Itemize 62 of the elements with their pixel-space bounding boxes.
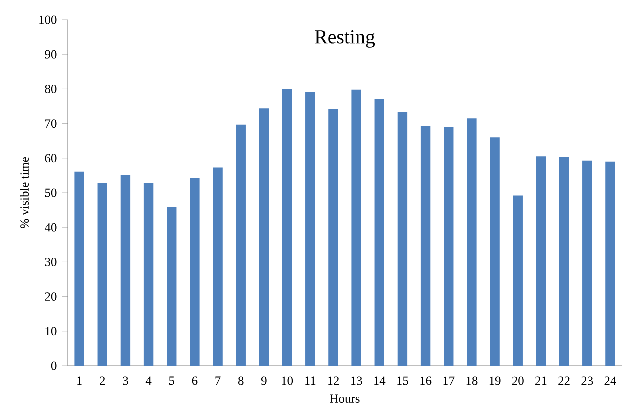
x-tick-label: 9 xyxy=(261,376,267,386)
bar xyxy=(213,168,223,366)
bar xyxy=(559,157,570,366)
bar xyxy=(582,160,592,366)
x-tick-label: 4 xyxy=(146,376,152,385)
x-tick-label: 7 xyxy=(216,376,221,385)
x-tick-label: 14 xyxy=(374,376,386,386)
y-tick-label: 80 xyxy=(45,84,57,94)
bar xyxy=(306,92,316,366)
bar xyxy=(144,183,154,366)
x-tick-label: 8 xyxy=(238,376,244,386)
x-tick-label: 23 xyxy=(582,376,594,386)
x-tick-label: 3 xyxy=(123,376,128,386)
bar xyxy=(513,196,523,366)
bar xyxy=(98,183,108,366)
y-tick-label: 0 xyxy=(51,362,57,370)
y-tick-label: 70 xyxy=(46,120,57,128)
x-tick-label: 2 xyxy=(100,376,106,386)
y-tick-label: 40 xyxy=(44,223,57,232)
x-tick-label: 5 xyxy=(169,376,175,386)
x-tick-label: 12 xyxy=(328,376,339,386)
bar xyxy=(444,127,454,366)
x-tick-label: 15 xyxy=(398,376,408,386)
x-tick-label: 16 xyxy=(420,376,432,386)
x-axis-title: Hours xyxy=(330,394,360,403)
x-tick-label: 21 xyxy=(536,376,547,386)
bar xyxy=(190,178,200,366)
x-tick-label: 10 xyxy=(282,376,294,386)
bar xyxy=(236,124,246,366)
x-tick-label: 11 xyxy=(305,376,316,386)
bar xyxy=(328,109,338,366)
y-tick-label: 60 xyxy=(45,154,57,163)
bar xyxy=(282,89,292,366)
x-tick-label: 6 xyxy=(192,376,198,386)
bar xyxy=(74,172,84,366)
bar xyxy=(167,208,177,366)
x-tick-label: 19 xyxy=(490,376,501,386)
y-tick-label: 30 xyxy=(45,258,57,266)
bar xyxy=(490,138,500,366)
y-tick-label: 90 xyxy=(45,50,57,59)
y-tick-label: 100 xyxy=(40,16,57,24)
y-axis-title: % visible time xyxy=(20,157,30,229)
x-tick-label: 1 xyxy=(78,376,82,386)
bar xyxy=(420,126,431,366)
x-tick-label: 17 xyxy=(444,376,455,386)
x-tick-label: 20 xyxy=(512,376,524,386)
y-tick-label: 50 xyxy=(45,188,57,198)
y-tick-label: 10 xyxy=(46,327,57,336)
bar xyxy=(606,162,616,366)
x-tick-label: 24 xyxy=(604,376,616,386)
bar xyxy=(374,99,384,366)
x-tick-label: 18 xyxy=(466,376,478,386)
bar xyxy=(259,108,270,366)
bar xyxy=(352,90,362,366)
chart-title: Resting xyxy=(315,30,376,48)
x-tick-label: 13 xyxy=(351,376,362,386)
bar xyxy=(467,118,477,366)
y-tick-label: 20 xyxy=(45,292,57,302)
bar xyxy=(536,156,546,366)
x-tick-label: 22 xyxy=(558,376,570,386)
bar xyxy=(398,112,408,366)
bar xyxy=(120,175,131,366)
